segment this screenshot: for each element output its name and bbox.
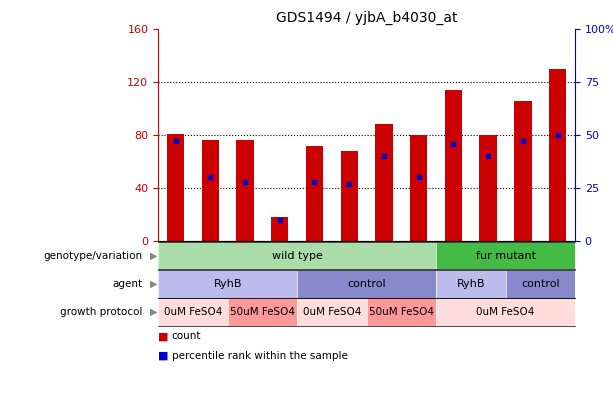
Bar — [375, 124, 392, 241]
Bar — [202, 141, 219, 241]
Text: agent: agent — [113, 279, 143, 289]
Text: control: control — [521, 279, 560, 289]
Text: 0uM FeSO4: 0uM FeSO4 — [476, 307, 535, 317]
Bar — [167, 134, 185, 241]
Text: RyhB: RyhB — [213, 279, 242, 289]
Text: growth protocol: growth protocol — [61, 307, 143, 317]
Bar — [237, 141, 254, 241]
Title: GDS1494 / yjbA_b4030_at: GDS1494 / yjbA_b4030_at — [276, 11, 457, 26]
Bar — [514, 101, 531, 241]
Text: 0uM FeSO4: 0uM FeSO4 — [164, 307, 222, 317]
Text: RyhB: RyhB — [457, 279, 485, 289]
Text: ■: ■ — [158, 331, 169, 341]
Bar — [340, 151, 358, 241]
Text: 50uM FeSO4: 50uM FeSO4 — [230, 307, 295, 317]
Text: 0uM FeSO4: 0uM FeSO4 — [303, 307, 361, 317]
Text: 50uM FeSO4: 50uM FeSO4 — [369, 307, 434, 317]
Text: ■: ■ — [158, 351, 169, 360]
Bar — [479, 135, 497, 241]
Text: control: control — [347, 279, 386, 289]
Text: ▶: ▶ — [150, 307, 157, 317]
Text: count: count — [172, 331, 201, 341]
Bar — [410, 135, 427, 241]
Text: genotype/variation: genotype/variation — [44, 251, 143, 260]
Text: percentile rank within the sample: percentile rank within the sample — [172, 351, 348, 360]
Text: wild type: wild type — [272, 251, 322, 260]
Text: fur mutant: fur mutant — [476, 251, 536, 260]
Text: ▶: ▶ — [150, 251, 157, 260]
Bar — [306, 146, 323, 241]
Bar — [271, 217, 288, 241]
Bar — [444, 90, 462, 241]
Bar — [549, 69, 566, 241]
Text: ▶: ▶ — [150, 279, 157, 289]
